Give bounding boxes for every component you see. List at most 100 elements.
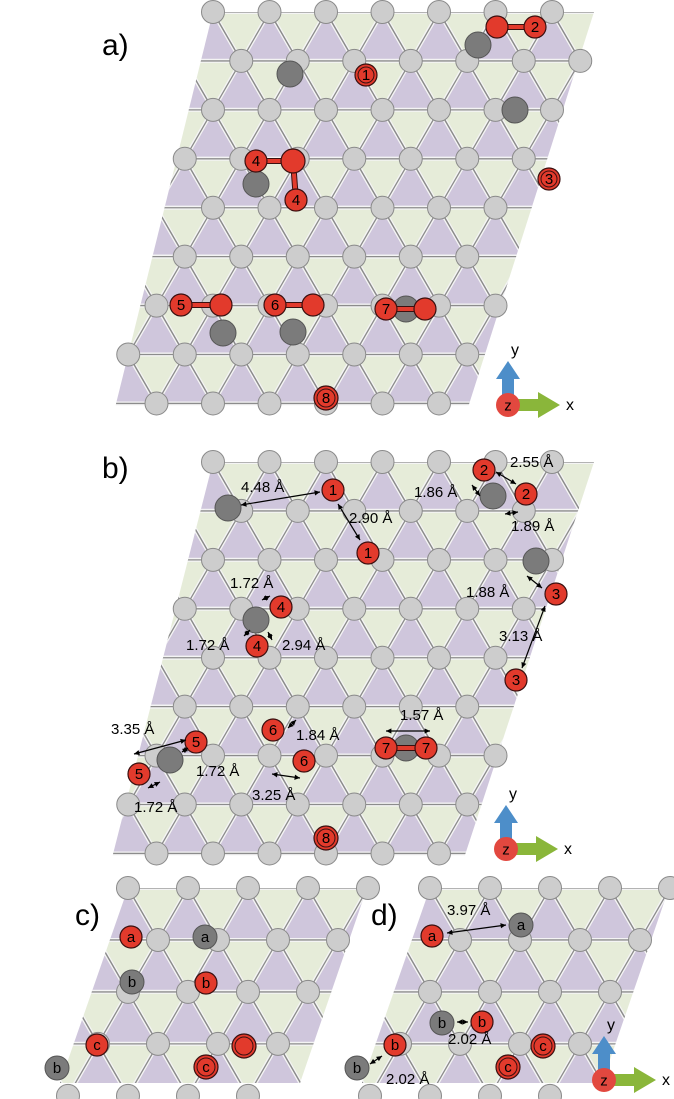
lattice-triangle bbox=[609, 61, 666, 110]
lattice-triangle bbox=[609, 756, 666, 805]
lattice-edge bbox=[637, 306, 674, 355]
lattice-triangle bbox=[0, 462, 44, 511]
lattice-node bbox=[314, 450, 338, 474]
lattice-edge bbox=[550, 207, 594, 258]
lattice-triangle bbox=[0, 992, 40, 1044]
lattice-edge bbox=[15, 110, 72, 159]
atom-label: 7 bbox=[382, 740, 390, 757]
adsorbate-atom bbox=[530, 1033, 556, 1059]
axis-triad: z y x bbox=[494, 786, 572, 862]
lattice-edge bbox=[44, 257, 101, 306]
lattice-node bbox=[448, 1031, 472, 1056]
lattice-edge bbox=[637, 462, 674, 511]
lattice-edge bbox=[60, 938, 70, 993]
lattice-triangle bbox=[578, 802, 594, 856]
lattice-triangle bbox=[665, 462, 674, 511]
lattice-triangle bbox=[0, 257, 15, 306]
lattice-triangle bbox=[638, 992, 674, 1044]
lattice-edge bbox=[609, 756, 666, 805]
lattice-triangle bbox=[362, 937, 402, 994]
adsorbate-atom bbox=[231, 1033, 257, 1059]
x-axis-arrow bbox=[604, 1067, 656, 1093]
surface-atom bbox=[156, 746, 184, 774]
z-axis-label: z bbox=[502, 842, 510, 859]
atom-label: a bbox=[428, 928, 437, 945]
lattice-triangle bbox=[44, 159, 101, 208]
adsorbate-atom bbox=[470, 1010, 494, 1034]
arrow-head bbox=[272, 772, 278, 778]
measurement-label: 2.55 Å bbox=[510, 454, 553, 471]
adsorbate-atom bbox=[374, 297, 398, 321]
lattice-triangle bbox=[15, 462, 72, 511]
lattice-triangle bbox=[60, 937, 70, 994]
lattice-node bbox=[314, 645, 338, 670]
lattice-triangle bbox=[665, 12, 674, 61]
lattice-node bbox=[172, 792, 197, 817]
lattice-node bbox=[201, 547, 225, 572]
lattice-edge bbox=[112, 207, 158, 258]
atom-label: 1 bbox=[362, 67, 370, 84]
lattice-node bbox=[483, 547, 508, 572]
lattice-triangle bbox=[665, 257, 674, 306]
lattice-triangle bbox=[609, 462, 666, 511]
lattice-triangle bbox=[0, 159, 15, 208]
lattice-edge bbox=[609, 462, 666, 511]
lattice-node bbox=[314, 547, 338, 572]
lattice-edge bbox=[362, 939, 402, 994]
lattice-triangle bbox=[15, 208, 72, 257]
lattice-node bbox=[342, 596, 367, 621]
lattice-edge bbox=[0, 306, 15, 355]
lattice-node bbox=[342, 342, 367, 367]
atom-label: a bbox=[201, 929, 210, 946]
lattice-triangle bbox=[0, 306, 44, 355]
lattice-edge bbox=[0, 1044, 40, 1096]
lattice-edge bbox=[15, 355, 72, 404]
lattice-node bbox=[229, 244, 254, 269]
arrow-head bbox=[510, 478, 516, 484]
arrow-head bbox=[512, 510, 518, 516]
lattice-triangle bbox=[609, 306, 666, 355]
lattice-edge bbox=[112, 607, 158, 659]
surface-atom bbox=[209, 319, 237, 347]
measurement-label: 1.72 Å bbox=[186, 637, 229, 654]
lattice-edge bbox=[44, 12, 101, 61]
lattice-triangle bbox=[665, 560, 674, 609]
lattice-edge bbox=[0, 511, 15, 560]
lattice-triangle bbox=[637, 110, 674, 159]
lattice-edge bbox=[665, 12, 674, 61]
panel-label-b: b) bbox=[102, 452, 129, 485]
arrow-head bbox=[268, 632, 273, 638]
adsorbate-atom bbox=[169, 293, 193, 317]
lattice-triangle bbox=[578, 704, 594, 758]
lattice-node bbox=[172, 596, 197, 621]
lattice-edge bbox=[112, 109, 158, 161]
lattice-triangle bbox=[0, 355, 44, 404]
lattice-triangle bbox=[578, 557, 594, 611]
lattice-edge bbox=[637, 61, 674, 110]
lattice-node bbox=[229, 792, 254, 817]
lattice-triangle bbox=[112, 107, 159, 161]
lattice-triangle bbox=[0, 805, 15, 854]
atom-label: b bbox=[391, 1037, 399, 1054]
lattice-node bbox=[172, 342, 197, 367]
lattice-node bbox=[342, 792, 367, 817]
lattice-triangle bbox=[0, 609, 44, 658]
lattice-triangle bbox=[637, 61, 674, 110]
atom-label: 4 bbox=[253, 638, 261, 655]
lattice-triangle bbox=[665, 609, 674, 658]
lattice-edge bbox=[579, 656, 594, 708]
lattice-edge bbox=[550, 705, 594, 757]
lattice-triangle bbox=[0, 609, 15, 658]
adsorbate-atom bbox=[485, 15, 509, 39]
atom-label: a bbox=[127, 929, 136, 946]
arrow-head bbox=[134, 750, 140, 756]
adsorbate-atom bbox=[244, 149, 268, 173]
adsorbate-atom bbox=[193, 1054, 219, 1080]
lattice-edge bbox=[579, 754, 594, 806]
lattice-triangle bbox=[44, 61, 101, 110]
lattice-edge bbox=[550, 607, 594, 659]
lattice-node bbox=[257, 450, 282, 474]
lattice-edge bbox=[60, 939, 100, 994]
surface-atom bbox=[464, 31, 492, 59]
lattice-node bbox=[314, 0, 338, 24]
